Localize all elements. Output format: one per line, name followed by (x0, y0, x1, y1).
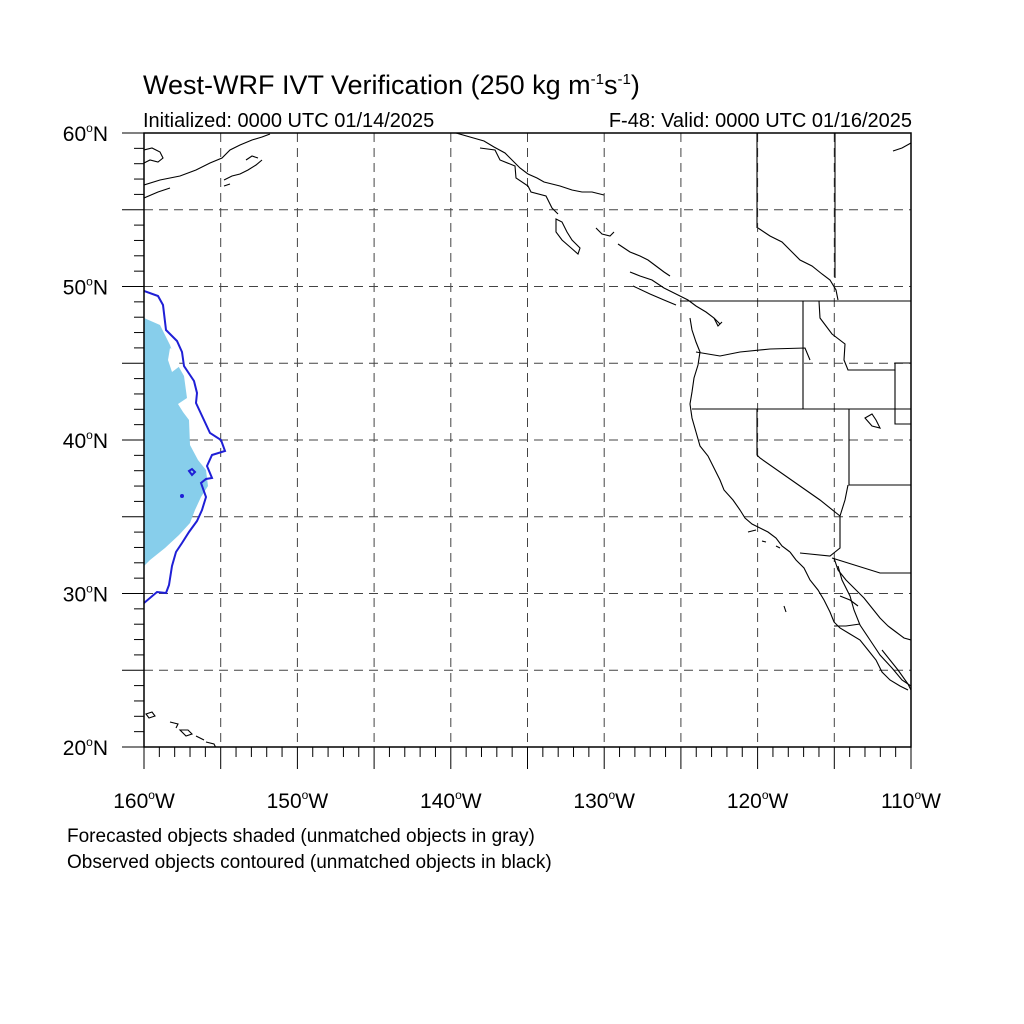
gridlines (144, 133, 911, 747)
lon-label: 130oW (573, 788, 635, 813)
legend-note-observed: Observed objects contoured (unmatched ob… (67, 852, 552, 873)
forecast-ivt-object (144, 318, 208, 566)
observed-point (180, 494, 184, 498)
observed-small-contour (187, 467, 197, 477)
lon-label: 140oW (420, 788, 482, 813)
plot-title: West-WRF IVT Verification (250 kg m-1s-1… (143, 70, 640, 100)
axis-labels: 60oN 50oN 40oN 30oN 20oN 160oW 150oW 140oW 130oW… (63, 121, 941, 813)
lat-label: 40oN (63, 428, 108, 453)
observed-ivt-contour (144, 290, 227, 604)
valid-time-label: F-48: Valid: 0000 UTC 01/16/2025 (608, 110, 912, 132)
lon-label: 110oW (881, 788, 941, 813)
lat-label: 20oN (63, 735, 108, 760)
lon-label: 120oW (727, 788, 789, 813)
lon-label: 160oW (113, 788, 175, 813)
lat-label: 50oN (63, 275, 108, 300)
lat-label: 60oN (63, 121, 108, 146)
legend-note-forecast: Forecasted objects shaded (unmatched obj… (67, 826, 535, 847)
lat-label: 30oN (63, 582, 108, 607)
init-time-label: Initialized: 0000 UTC 01/14/2025 (143, 110, 435, 132)
lon-label: 150oW (267, 788, 329, 813)
coastlines (144, 133, 911, 747)
